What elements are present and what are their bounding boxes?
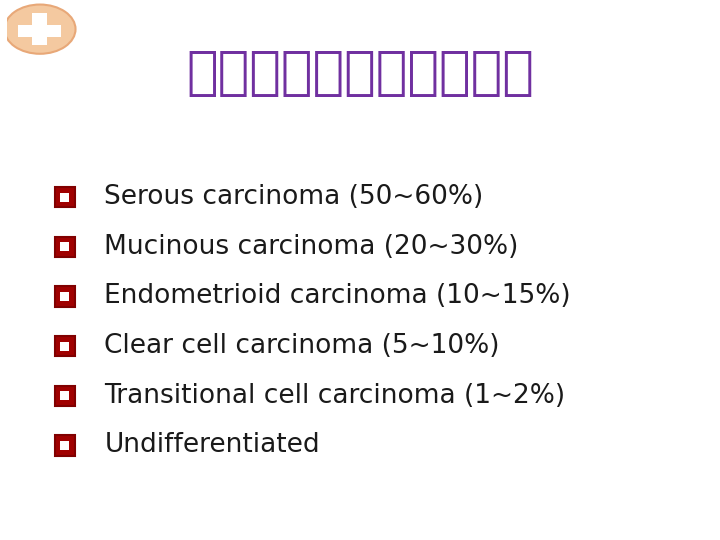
FancyBboxPatch shape <box>60 441 69 450</box>
FancyBboxPatch shape <box>60 193 69 201</box>
Bar <box>32 13 48 45</box>
FancyBboxPatch shape <box>55 435 75 456</box>
Text: Mucinous carcinoma (20~30%): Mucinous carcinoma (20~30%) <box>104 234 519 260</box>
FancyBboxPatch shape <box>55 286 75 307</box>
FancyBboxPatch shape <box>55 187 75 207</box>
Text: Clear cell carcinoma (5~10%): Clear cell carcinoma (5~10%) <box>104 333 500 359</box>
FancyBboxPatch shape <box>55 336 75 356</box>
FancyBboxPatch shape <box>60 242 69 251</box>
Text: Transitional cell carcinoma (1~2%): Transitional cell carcinoma (1~2%) <box>104 383 565 409</box>
FancyBboxPatch shape <box>60 342 69 350</box>
Bar <box>19 25 61 37</box>
Text: Undifferentiated: Undifferentiated <box>104 433 320 458</box>
Text: 上皮性卵巢癌的病理分類: 上皮性卵巢癌的病理分類 <box>186 47 534 99</box>
FancyBboxPatch shape <box>55 237 75 257</box>
FancyBboxPatch shape <box>60 292 69 301</box>
Text: Endometrioid carcinoma (10~15%): Endometrioid carcinoma (10~15%) <box>104 284 571 309</box>
FancyBboxPatch shape <box>55 386 75 406</box>
FancyBboxPatch shape <box>60 392 69 400</box>
Text: Serous carcinoma (50~60%): Serous carcinoma (50~60%) <box>104 184 484 210</box>
Circle shape <box>4 4 76 54</box>
